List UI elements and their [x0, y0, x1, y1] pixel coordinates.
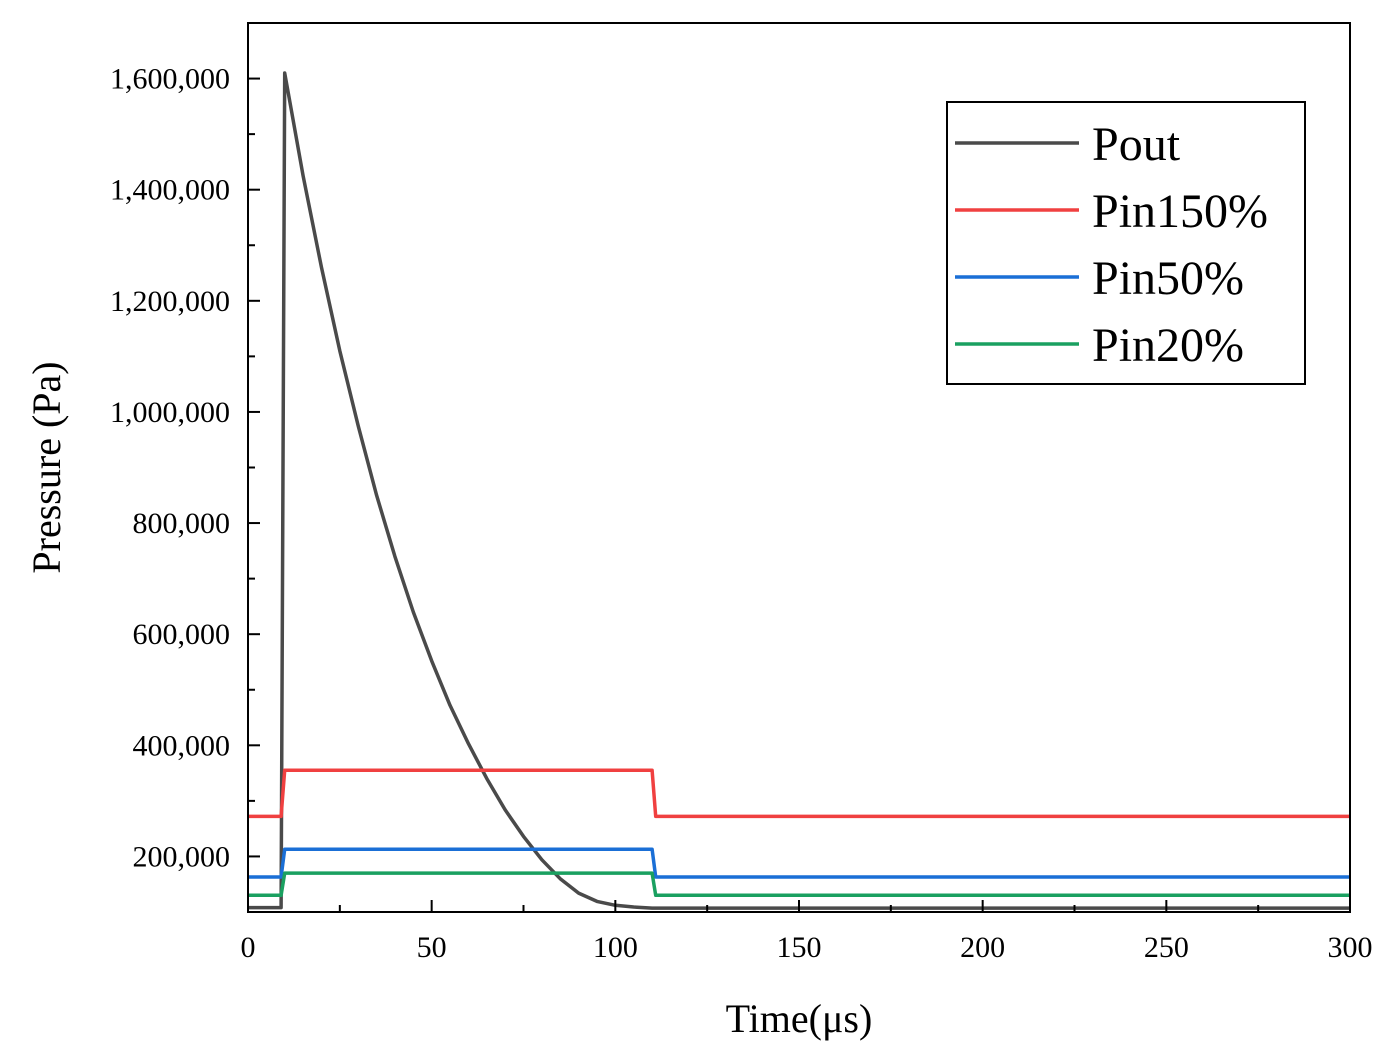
y-tick-label: 1,600,000: [110, 63, 230, 96]
x-axis-title: Time(μs): [726, 996, 873, 1041]
y-tick-label: 800,000: [133, 507, 231, 540]
y-tick-label: 400,000: [133, 729, 231, 762]
legend-label: Pin150%: [1092, 185, 1268, 238]
x-tick-label: 100: [593, 931, 638, 964]
x-tick-label: 250: [1144, 931, 1189, 964]
y-tick-label: 600,000: [133, 618, 231, 651]
y-tick-label: 1,200,000: [110, 285, 230, 318]
series-line-pin20pct: [248, 871, 1350, 898]
legend: Pout Pin150% Pin50% Pin20%: [946, 101, 1306, 385]
legend-box: [946, 101, 1306, 385]
x-tick-label: 300: [1328, 931, 1373, 964]
y-axis-title: Pressure (Pa): [24, 361, 69, 573]
x-tick-label: 200: [960, 931, 1005, 964]
legend-label: Pout: [1092, 118, 1181, 171]
y-tick-label: 1,000,000: [110, 396, 230, 429]
legend-label: Pin20%: [1092, 319, 1244, 372]
y-tick-label: 1,400,000: [110, 174, 230, 207]
legend-label: Pin50%: [1092, 252, 1244, 305]
series-line-pin50pct: [248, 847, 1350, 879]
series-line-pin150pct: [248, 768, 1350, 819]
x-tick-label: 150: [777, 931, 822, 964]
y-tick-label: 200,000: [133, 840, 231, 873]
x-tick-label: 0: [241, 931, 256, 964]
x-tick-label: 50: [417, 931, 447, 964]
axis-layer: 0 50 100 150 200 250 300 200,000 400,000 600,000 8…: [110, 22, 1373, 964]
